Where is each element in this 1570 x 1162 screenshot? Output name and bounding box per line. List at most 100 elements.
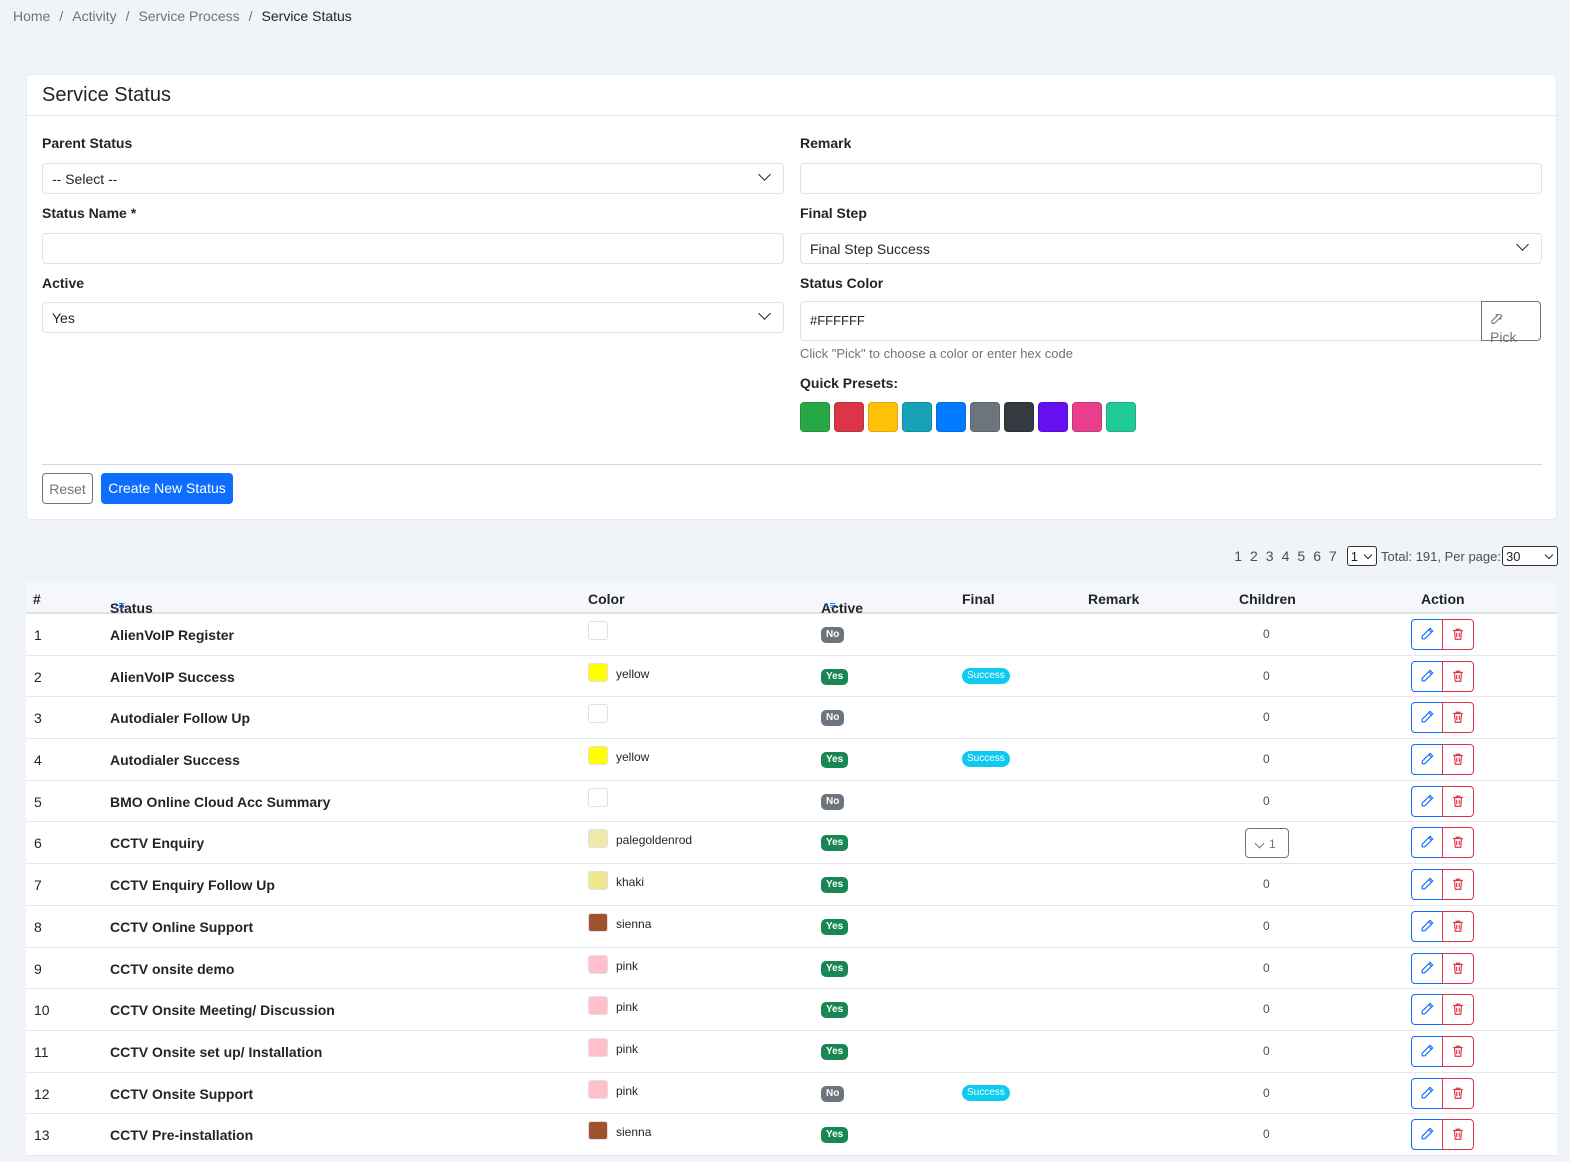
- active-select[interactable]: Yes: [42, 302, 784, 333]
- row-status-name: CCTV Onsite Support: [110, 1085, 254, 1102]
- page-link-1[interactable]: 1: [1234, 548, 1242, 564]
- page-link-6[interactable]: 6: [1313, 548, 1321, 564]
- row-status-name: Autodialer Follow Up: [110, 710, 250, 727]
- row-status-name: CCTV Onsite set up/ Installation: [110, 1043, 323, 1060]
- row-color-swatch: [588, 829, 608, 849]
- color-preset-3[interactable]: [868, 402, 898, 432]
- edit-button[interactable]: [1411, 744, 1443, 776]
- delete-button[interactable]: [1442, 827, 1474, 859]
- final-step-label: Final Step: [800, 205, 867, 221]
- eyedropper-icon: [1491, 312, 1503, 324]
- row-active-badge: No: [821, 710, 845, 727]
- edit-button[interactable]: [1411, 619, 1443, 650]
- color-preset-8[interactable]: [1038, 402, 1068, 432]
- breadcrumb-activity[interactable]: Activity: [72, 8, 117, 24]
- row-active-badge: Yes: [821, 877, 849, 894]
- edit-button[interactable]: [1411, 994, 1443, 1026]
- table-row: 10 CCTV Onsite Meeting/ Discussion pink Yes…: [26, 989, 1557, 1031]
- page-link-7[interactable]: 7: [1328, 548, 1337, 564]
- delete-button[interactable]: [1442, 1119, 1474, 1151]
- edit-button[interactable]: [1411, 952, 1443, 984]
- color-preset-2[interactable]: [834, 402, 864, 432]
- status-color-group: #FFFFFF Pick: [800, 301, 1541, 345]
- color-preset-1[interactable]: [800, 402, 830, 432]
- page-link-2[interactable]: 2: [1250, 548, 1258, 564]
- edit-button[interactable]: [1411, 660, 1443, 692]
- remark-input[interactable]: [800, 163, 1542, 194]
- table-row: 5 BMO Online Cloud Acc Summary No 0: [26, 780, 1557, 823]
- row-color-swatch: [588, 787, 608, 807]
- page-select[interactable]: 1: [1346, 546, 1378, 566]
- edit-button[interactable]: [1411, 785, 1443, 817]
- chevron-down-icon: [758, 168, 771, 181]
- row-children-count: 0: [1263, 1085, 1270, 1100]
- children-toggle-button[interactable]: 1: [1245, 828, 1289, 859]
- color-preset-9[interactable]: [1072, 402, 1102, 432]
- row-color-swatch: [588, 996, 608, 1016]
- parent-status-value: -- Select --: [52, 171, 118, 187]
- total-count: Total: 191, Per page:: [1381, 548, 1501, 564]
- breadcrumb-service-process[interactable]: Service Process: [138, 8, 240, 24]
- delete-button[interactable]: [1442, 785, 1474, 817]
- edit-button[interactable]: [1411, 869, 1443, 901]
- color-preset-10[interactable]: [1106, 402, 1136, 432]
- color-preset-6[interactable]: [970, 402, 1000, 432]
- page-link-4[interactable]: 4: [1281, 548, 1290, 564]
- edit-button[interactable]: [1411, 1035, 1443, 1067]
- delete-button[interactable]: [1442, 994, 1474, 1026]
- delete-button[interactable]: [1442, 619, 1474, 650]
- delete-button[interactable]: [1442, 660, 1474, 692]
- table-row: 9 CCTV onsite demo pink Yes 0: [26, 947, 1557, 990]
- table-row: 1 AlienVoIP Register No 0: [26, 614, 1557, 656]
- delete-button[interactable]: [1442, 1035, 1474, 1067]
- table-row: 3 Autodialer Follow Up No 0: [26, 697, 1557, 740]
- per-page-select[interactable]: 30: [1502, 546, 1558, 566]
- row-number: 3: [34, 710, 42, 727]
- row-active-badge: Yes: [821, 668, 849, 685]
- delete-button[interactable]: [1442, 952, 1474, 984]
- edit-button[interactable]: [1411, 1119, 1443, 1151]
- delete-button[interactable]: [1442, 1077, 1474, 1109]
- edit-button[interactable]: [1411, 1077, 1443, 1109]
- reset-button[interactable]: Reset: [42, 473, 93, 504]
- row-active-badge: No: [821, 1085, 845, 1102]
- edit-button[interactable]: [1411, 910, 1443, 942]
- color-preset-7[interactable]: [1004, 402, 1034, 432]
- page-link-3[interactable]: 3: [1265, 548, 1274, 564]
- row-color-swatch: [588, 746, 608, 766]
- chevron-down-icon: [1363, 550, 1373, 559]
- row-status-name: CCTV Online Support: [110, 918, 254, 935]
- status-name-input[interactable]: [42, 233, 784, 264]
- pick-color-button[interactable]: Pick: [1481, 301, 1541, 345]
- parent-status-select[interactable]: -- Select --: [42, 163, 784, 194]
- color-preset-4[interactable]: [902, 402, 932, 432]
- delete-button[interactable]: [1442, 910, 1474, 942]
- edit-button[interactable]: [1411, 702, 1443, 734]
- status-color-preview: [1442, 301, 1482, 341]
- row-children-count: 0: [1263, 1127, 1270, 1142]
- row-number: 12: [34, 1085, 50, 1102]
- delete-button[interactable]: [1442, 744, 1474, 776]
- edit-button[interactable]: [1411, 827, 1443, 859]
- breadcrumb-home[interactable]: Home: [13, 8, 51, 24]
- row-children-count: 0: [1263, 752, 1270, 767]
- delete-button[interactable]: [1442, 869, 1474, 901]
- row-children-count: 0: [1263, 960, 1270, 975]
- row-active-badge: Yes: [821, 960, 849, 977]
- row-number: 5: [34, 793, 42, 810]
- page-link-5[interactable]: 5: [1297, 548, 1306, 564]
- table-row: 6 CCTV Enquiry palegoldenrod Yes 1: [26, 822, 1557, 865]
- status-color-hex-input[interactable]: #FFFFFF: [800, 301, 1443, 341]
- row-status-name: CCTV onsite demo: [110, 960, 235, 977]
- color-preset-5[interactable]: [936, 402, 966, 432]
- service-status-form-card: Service Status Parent Status -- Select -…: [26, 74, 1557, 520]
- row-number: 11: [34, 1043, 49, 1060]
- delete-button[interactable]: [1442, 702, 1474, 734]
- row-active-badge: Yes: [821, 1002, 849, 1019]
- row-color-swatch: [588, 662, 608, 682]
- chevron-down-icon: [1254, 838, 1265, 849]
- create-new-status-button[interactable]: Create New Status: [101, 473, 233, 504]
- final-step-select[interactable]: Final Step Success: [800, 233, 1542, 264]
- row-color-name: pink: [616, 958, 639, 973]
